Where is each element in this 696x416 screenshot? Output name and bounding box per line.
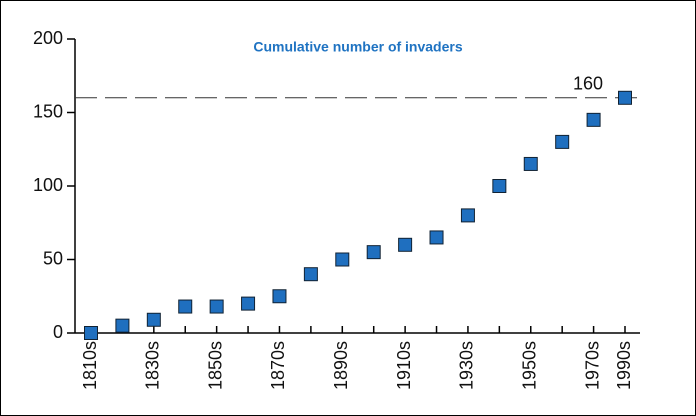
reference-label: 160 [573,74,603,94]
y-tick-label: 50 [43,248,63,268]
x-tick-label: 1870s [268,341,288,390]
marker [460,208,475,223]
marker [398,237,413,252]
marker [84,326,98,340]
marker [366,245,381,260]
marker [272,289,287,304]
marker [241,296,256,311]
y-tick-label: 200 [33,28,63,48]
x-tick-label: 1910s [394,341,414,390]
x-tick-label: 1930s [457,341,477,390]
x-tick-label: 1850s [205,341,225,390]
marker [618,90,632,105]
x-tick-label: 1950s [520,341,540,390]
y-tick-label: 100 [33,175,63,195]
chart-title: Cumulative number of invaders [253,39,462,55]
x-tick-label: 1970s [582,341,602,390]
marker [523,156,538,171]
x-tick-label: 1810s [80,341,100,390]
marker [209,299,224,314]
marker [586,112,601,127]
marker [555,134,570,149]
marker [146,312,161,327]
marker [303,267,318,282]
x-tick-label: 1990s [614,341,634,390]
marker [492,179,507,193]
marker [115,318,130,333]
marker [335,252,350,267]
y-tick-label: 0 [53,322,63,342]
y-tick-label: 150 [33,101,63,121]
marker [178,299,193,314]
x-tick-label: 1830s [143,341,163,390]
marker [429,230,444,245]
x-tick-label: 1890s [331,341,351,390]
